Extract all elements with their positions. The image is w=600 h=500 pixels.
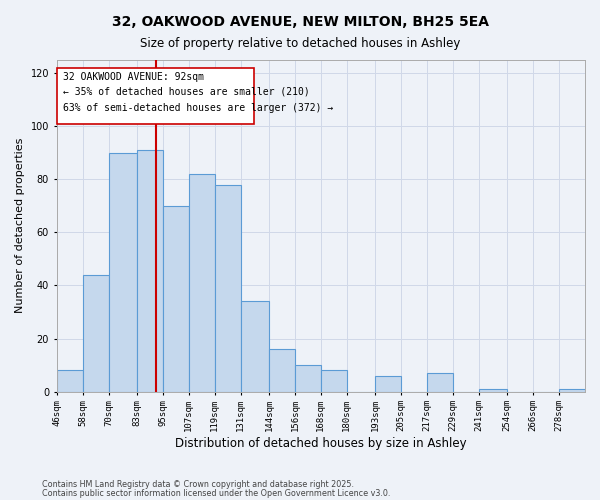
FancyBboxPatch shape: [56, 68, 254, 124]
Text: 32, OAKWOOD AVENUE, NEW MILTON, BH25 5EA: 32, OAKWOOD AVENUE, NEW MILTON, BH25 5EA: [112, 15, 488, 29]
Bar: [241, 302, 269, 392]
Y-axis label: Number of detached properties: Number of detached properties: [15, 138, 25, 314]
Bar: [189, 174, 215, 392]
Text: 32 OAKWOOD AVENUE: 92sqm: 32 OAKWOOD AVENUE: 92sqm: [63, 72, 204, 82]
Text: 63% of semi-detached houses are larger (372) →: 63% of semi-detached houses are larger (…: [63, 102, 334, 113]
Bar: [479, 389, 507, 392]
Bar: [163, 206, 189, 392]
Bar: [321, 370, 347, 392]
Bar: [109, 153, 137, 392]
Bar: [269, 349, 295, 392]
Text: Contains HM Land Registry data © Crown copyright and database right 2025.: Contains HM Land Registry data © Crown c…: [42, 480, 354, 489]
Text: Size of property relative to detached houses in Ashley: Size of property relative to detached ho…: [140, 38, 460, 51]
Bar: [215, 184, 241, 392]
Bar: [375, 376, 401, 392]
X-axis label: Distribution of detached houses by size in Ashley: Distribution of detached houses by size …: [175, 437, 467, 450]
Bar: [137, 150, 163, 392]
Bar: [559, 389, 585, 392]
Bar: [427, 373, 453, 392]
Bar: [83, 275, 109, 392]
Text: ← 35% of detached houses are smaller (210): ← 35% of detached houses are smaller (21…: [63, 87, 310, 97]
Bar: [295, 365, 321, 392]
Text: Contains public sector information licensed under the Open Government Licence v3: Contains public sector information licen…: [42, 488, 391, 498]
Bar: [56, 370, 83, 392]
